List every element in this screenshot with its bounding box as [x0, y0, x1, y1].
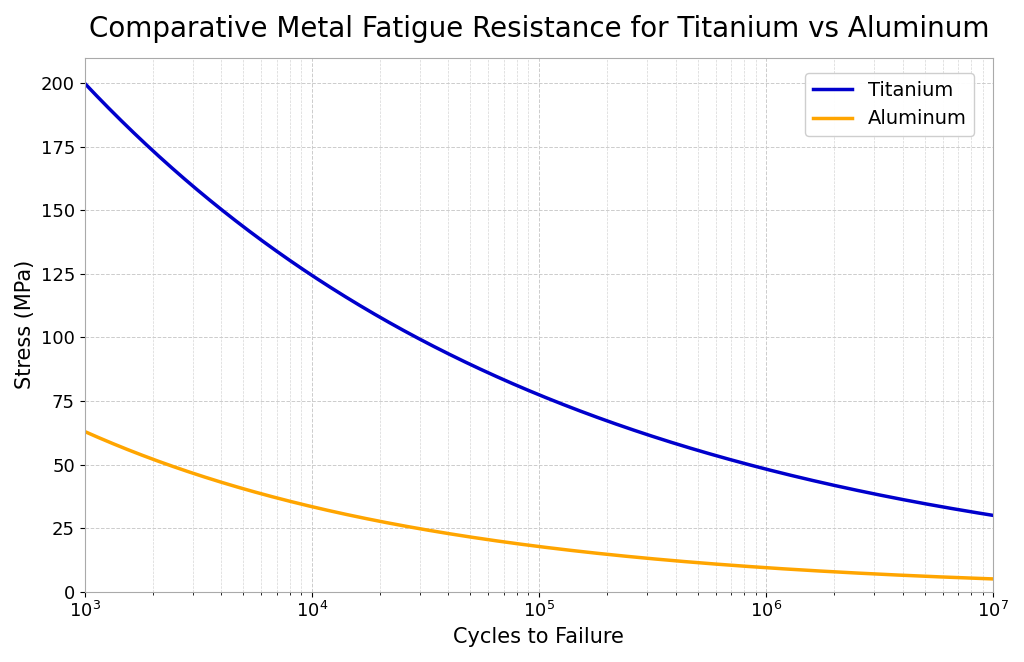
Y-axis label: Stress (MPa): Stress (MPa) — [15, 260, 35, 389]
Aluminum — [445, 530, 458, 538]
Aluminum — [478, 535, 490, 543]
Title: Comparative Metal Fatigue Resistance for Titanium vs Aluminum: Comparative Metal Fatigue Resistance for… — [89, 15, 989, 43]
Line: Aluminum: Aluminum — [85, 432, 993, 579]
X-axis label: Cycles to Failure: Cycles to Failure — [454, 627, 625, 647]
Titanium — [79, 79, 91, 87]
Titanium — [171, 169, 183, 177]
Legend: Titanium, Aluminum: Titanium, Aluminum — [805, 73, 974, 136]
Line: Titanium: Titanium — [85, 83, 993, 515]
Titanium — [786, 472, 799, 480]
Titanium — [478, 367, 490, 375]
Aluminum — [987, 575, 999, 583]
Aluminum — [79, 428, 91, 436]
Titanium — [987, 511, 999, 519]
Aluminum — [803, 567, 815, 575]
Aluminum — [171, 464, 183, 472]
Aluminum — [786, 565, 799, 573]
Titanium — [803, 476, 815, 484]
Aluminum — [702, 559, 715, 567]
Titanium — [445, 352, 458, 359]
Titanium — [702, 449, 715, 457]
